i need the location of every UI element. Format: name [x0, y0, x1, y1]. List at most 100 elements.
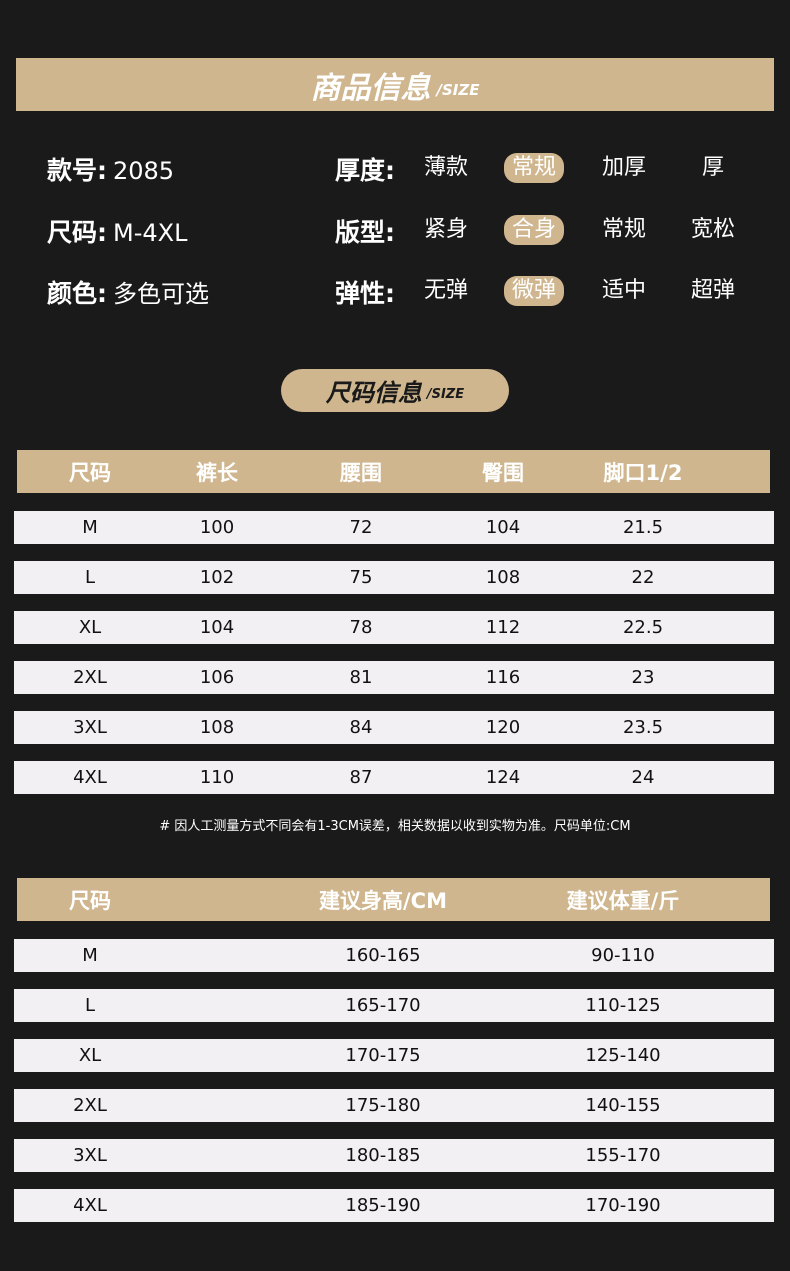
option: 加厚 [601, 155, 646, 180]
table-cell: 160-165 [345, 945, 421, 966]
size-info-subtitle: /SIZE [426, 387, 465, 402]
table-row: 4XL 185-190 170-190 [14, 1189, 774, 1222]
table-cell: 2XL [73, 1095, 107, 1116]
option: 宽松 [690, 217, 735, 242]
table-row: M 100 72 104 21.5 [14, 511, 774, 544]
table-cell: 100 [199, 517, 235, 538]
table-cell: 22.5 [622, 617, 664, 638]
table-cell: 90-110 [591, 945, 655, 966]
table-cell: 170-175 [345, 1045, 421, 1066]
table-row: L 165-170 110-125 [14, 989, 774, 1022]
table-row: XL 170-175 125-140 [14, 1039, 774, 1072]
table-cell: 104 [485, 517, 521, 538]
table-header: 尺码 建议身高/CM 建议体重/斤 [17, 878, 770, 921]
table-cell: 2XL [73, 667, 107, 688]
table-cell: M [82, 945, 98, 966]
info-label: 款号: [47, 156, 107, 185]
table-cell: L [84, 567, 96, 588]
table-cell: 108 [485, 567, 521, 588]
table-cell: 102 [199, 567, 235, 588]
info-value: 2085 [113, 157, 175, 185]
info-label: 颜色: [47, 279, 107, 308]
info-value: M-4XL [113, 219, 188, 247]
option: 超弹 [690, 278, 735, 303]
table-row: 4XL 110 87 124 24 [14, 761, 774, 794]
info-row: 颜色: 多色可选 [47, 274, 209, 310]
table-cell: 180-185 [345, 1145, 421, 1166]
header-title: 商品信息 [310, 70, 431, 106]
info-row: 款号: 2085 [47, 151, 174, 187]
table-cell: XL [78, 617, 102, 638]
header-cell: 建议身高/CM [319, 888, 447, 913]
table-cell: 116 [485, 667, 521, 688]
table-cell: 165-170 [345, 995, 421, 1016]
header-cell: 腰围 [340, 460, 382, 485]
table-header: 尺码 裤长 腰围 臀围 脚口1/2 [17, 450, 770, 493]
header-cell: 建议体重/斤 [566, 888, 680, 913]
table-row: 2XL 106 81 116 23 [14, 661, 774, 694]
option: 薄款 [423, 155, 468, 180]
option: 紧身 [423, 217, 468, 242]
table-cell: 22 [631, 567, 655, 588]
table-row: 3XL 108 84 120 23.5 [14, 711, 774, 744]
table-cell: 124 [485, 767, 521, 788]
table-cell: 72 [349, 517, 373, 538]
table-cell: 185-190 [345, 1195, 421, 1216]
info-label: 尺码: [47, 218, 107, 247]
table-cell: 120 [485, 717, 521, 738]
option: 适中 [601, 278, 646, 303]
header-cell: 臀围 [482, 460, 524, 485]
table-cell: 23 [631, 667, 655, 688]
table-cell: 4XL [73, 1195, 107, 1216]
table-cell: 125-140 [585, 1045, 661, 1066]
size-info-title: 尺码信息 /SIZE [281, 369, 509, 412]
selected-option: 常规 [504, 153, 564, 183]
attribute-label: 版型: [335, 218, 395, 247]
option: 常规 [601, 217, 646, 242]
table-row: 2XL 175-180 140-155 [14, 1089, 774, 1122]
product-info-header: 商品信息 /SIZE [16, 58, 774, 111]
table-cell: 104 [199, 617, 235, 638]
header-cell: 裤长 [196, 460, 238, 485]
table-cell: 78 [349, 617, 373, 638]
table-cell: 155-170 [585, 1145, 661, 1166]
table-row: M 160-165 90-110 [14, 939, 774, 972]
header-cell: 脚口1/2 [603, 460, 683, 485]
header-cell: 尺码 [69, 888, 111, 913]
table-row: XL 104 78 112 22.5 [14, 611, 774, 644]
size-info-title-text: 尺码信息 [325, 379, 422, 407]
table-cell: L [84, 995, 96, 1016]
header-subtitle: /SIZE [436, 80, 480, 99]
table-cell: 110-125 [585, 995, 661, 1016]
table-cell: 84 [349, 717, 373, 738]
table-row: 3XL 180-185 155-170 [14, 1139, 774, 1172]
info-row: 尺码: M-4XL [47, 213, 187, 249]
info-value: 多色可选 [113, 280, 209, 308]
table-cell: XL [78, 1045, 102, 1066]
table-cell: 106 [199, 667, 235, 688]
table-cell: 23.5 [622, 717, 664, 738]
option: 厚 [701, 155, 724, 180]
table-row: L 102 75 108 22 [14, 561, 774, 594]
table-cell: 3XL [73, 1145, 107, 1166]
selected-option: 合身 [504, 215, 564, 245]
table-cell: 175-180 [345, 1095, 421, 1116]
measurement-note: # 因人工测量方式不同会有1-3CM误差，相关数据以收到实物为准。尺码单位:CM [159, 819, 631, 834]
attribute-label: 弹性: [335, 279, 395, 308]
table-cell: 24 [631, 767, 655, 788]
table-cell: 170-190 [585, 1195, 661, 1216]
table-cell: 112 [485, 617, 521, 638]
table-cell: 81 [349, 667, 373, 688]
table-cell: 110 [199, 767, 235, 788]
table-cell: 3XL [73, 717, 107, 738]
table-cell: 140-155 [585, 1095, 661, 1116]
selected-option: 微弹 [504, 276, 564, 306]
option: 无弹 [423, 278, 468, 303]
table-cell: 75 [349, 567, 373, 588]
attribute-label: 厚度: [335, 156, 395, 185]
table-cell: M [82, 517, 98, 538]
table-cell: 108 [199, 717, 235, 738]
header-cell: 尺码 [69, 460, 111, 485]
table-cell: 87 [349, 767, 373, 788]
table-cell: 21.5 [622, 517, 664, 538]
